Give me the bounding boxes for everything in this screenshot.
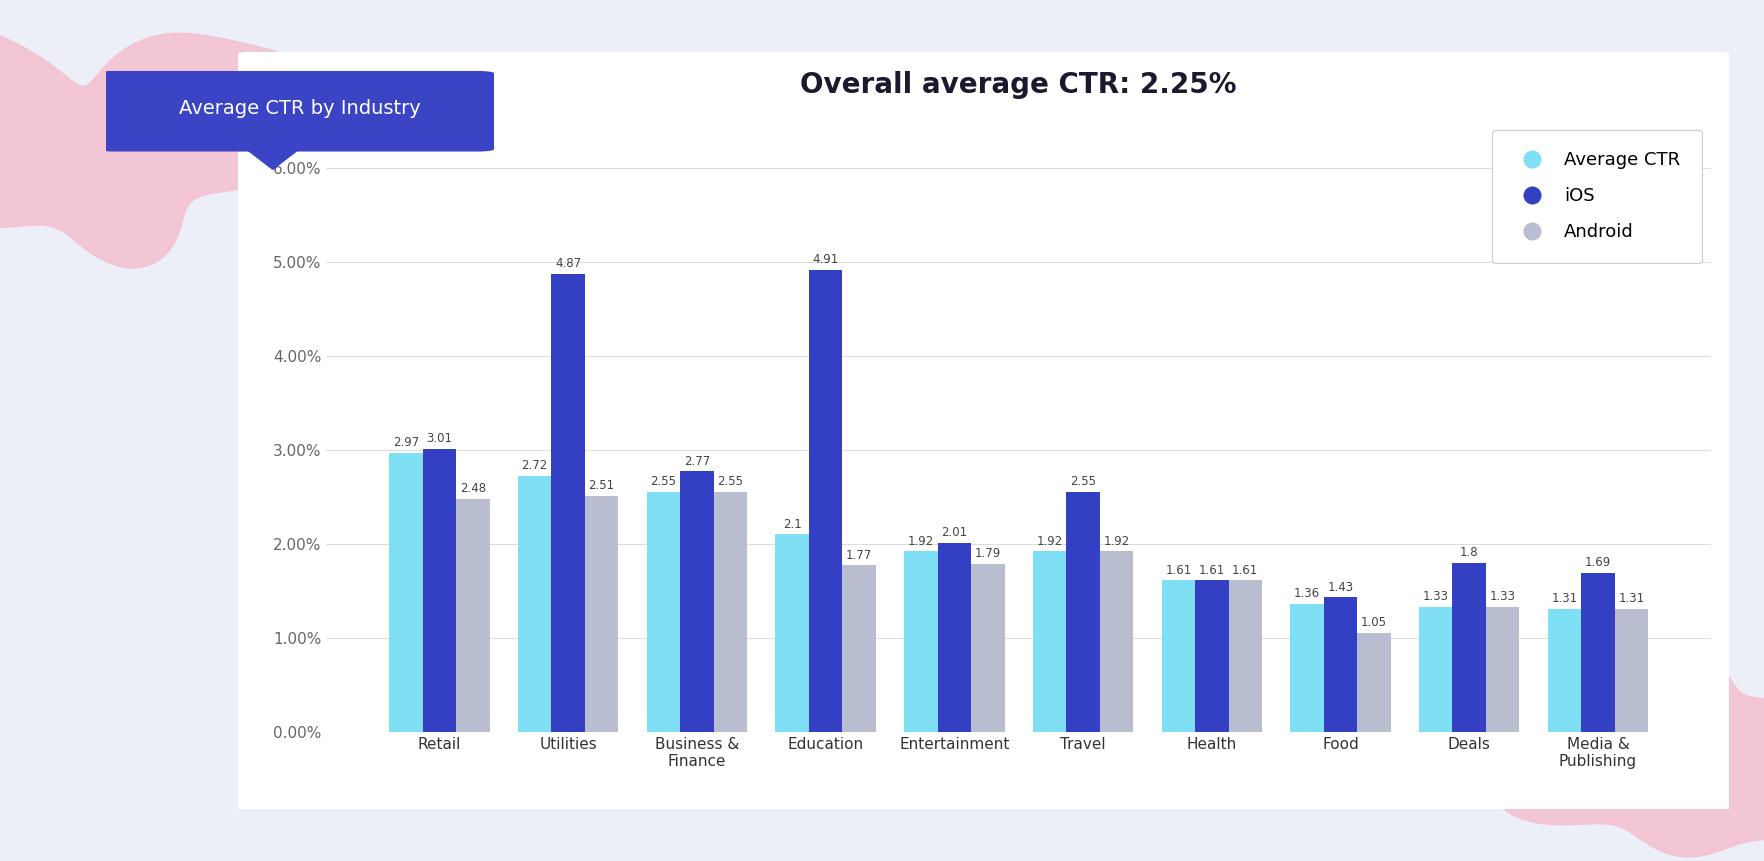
Text: 2.77: 2.77 xyxy=(684,455,711,468)
Bar xyxy=(1161,580,1194,732)
Polygon shape xyxy=(242,146,303,170)
Text: 2.55: 2.55 xyxy=(651,475,676,488)
Text: 1.36: 1.36 xyxy=(1295,587,1319,600)
Bar xyxy=(552,274,586,732)
Text: 1.92: 1.92 xyxy=(1037,535,1062,548)
Bar xyxy=(972,563,1004,732)
Text: 1.92: 1.92 xyxy=(1104,535,1129,548)
Text: 1.05: 1.05 xyxy=(1362,616,1387,629)
Bar xyxy=(714,492,748,732)
Bar xyxy=(390,453,423,732)
Text: 2.97: 2.97 xyxy=(393,436,420,449)
Bar xyxy=(1547,609,1581,732)
Text: 1.69: 1.69 xyxy=(1584,556,1611,569)
Bar xyxy=(938,542,972,732)
Text: 1.92: 1.92 xyxy=(908,535,933,548)
Text: 2.72: 2.72 xyxy=(522,459,549,473)
Text: 4.87: 4.87 xyxy=(556,257,582,270)
Text: 1.31: 1.31 xyxy=(1551,592,1577,605)
Bar xyxy=(1228,580,1261,732)
Bar xyxy=(1485,607,1519,732)
Polygon shape xyxy=(1475,578,1764,857)
Bar xyxy=(647,492,681,732)
Bar xyxy=(776,535,810,732)
Text: 1.33: 1.33 xyxy=(1489,590,1515,603)
Bar xyxy=(1099,551,1132,732)
FancyBboxPatch shape xyxy=(93,71,497,152)
Bar xyxy=(423,449,457,732)
Text: 1.61: 1.61 xyxy=(1166,564,1191,577)
Bar xyxy=(1289,604,1323,732)
Bar xyxy=(1194,580,1228,732)
Bar xyxy=(810,270,843,732)
Text: 1.79: 1.79 xyxy=(975,547,1000,560)
Text: 1.8: 1.8 xyxy=(1461,546,1478,559)
Text: 2.55: 2.55 xyxy=(718,475,743,488)
Text: 2.55: 2.55 xyxy=(1071,475,1095,488)
Text: 3.01: 3.01 xyxy=(427,432,453,445)
Bar xyxy=(1581,573,1614,732)
Bar xyxy=(843,566,877,732)
Bar xyxy=(586,496,619,732)
Text: 1.43: 1.43 xyxy=(1328,580,1353,593)
Polygon shape xyxy=(0,19,358,268)
Text: 1.61: 1.61 xyxy=(1231,564,1258,577)
Legend: Average CTR, iOS, Android: Average CTR, iOS, Android xyxy=(1492,129,1702,263)
Text: 1.77: 1.77 xyxy=(847,548,871,561)
Bar xyxy=(1065,492,1099,732)
Text: 1.61: 1.61 xyxy=(1200,564,1224,577)
Bar xyxy=(681,471,714,732)
Text: 2.1: 2.1 xyxy=(783,517,801,530)
Bar xyxy=(1418,607,1452,732)
Bar xyxy=(1614,609,1648,732)
Bar xyxy=(519,476,552,732)
Bar xyxy=(1452,562,1485,732)
Bar xyxy=(1357,633,1390,732)
Text: 4.91: 4.91 xyxy=(813,253,838,266)
Title: Overall average CTR: 2.25%: Overall average CTR: 2.25% xyxy=(801,71,1237,99)
Bar xyxy=(457,499,490,732)
Text: 1.31: 1.31 xyxy=(1618,592,1644,605)
Bar xyxy=(1323,598,1357,732)
Text: 2.51: 2.51 xyxy=(589,479,614,492)
Bar xyxy=(1034,551,1065,732)
Text: 1.33: 1.33 xyxy=(1424,590,1448,603)
Text: 2.48: 2.48 xyxy=(460,482,487,495)
Bar xyxy=(905,551,938,732)
Text: 2.01: 2.01 xyxy=(942,526,967,539)
FancyBboxPatch shape xyxy=(224,52,1743,817)
Text: Average CTR by Industry: Average CTR by Industry xyxy=(178,99,422,118)
